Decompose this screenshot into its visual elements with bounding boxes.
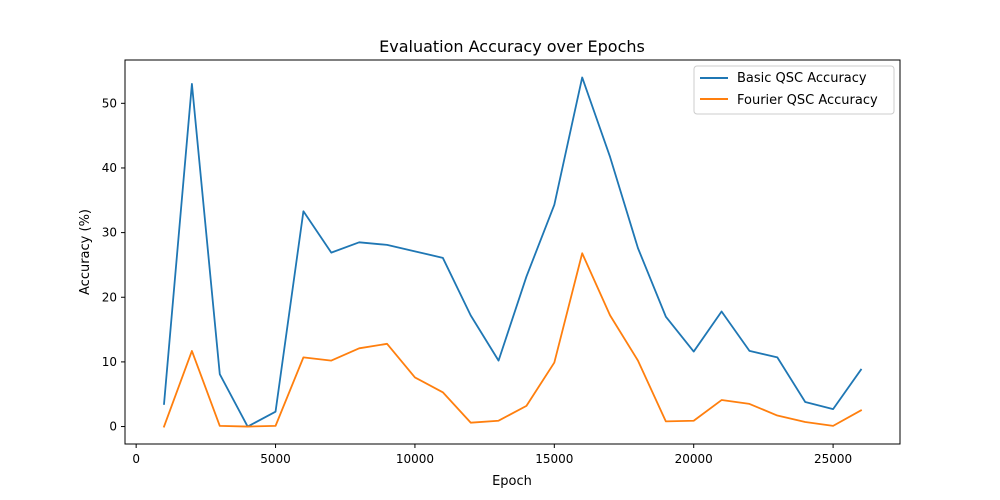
series-line-basic xyxy=(163,76,863,428)
x-tick-label: 25000 xyxy=(814,452,852,466)
x-tick-label: 15000 xyxy=(535,452,573,466)
x-axis: 0 5000 10000 15000 20000 25000 xyxy=(132,444,852,466)
legend-box xyxy=(693,65,895,115)
x-tick-label: 10000 xyxy=(396,452,434,466)
legend-label-fourier: Fourier QSC Accuracy xyxy=(737,93,878,108)
y-tick-label: 50 xyxy=(102,96,117,110)
x-axis-label: Epoch xyxy=(492,474,532,489)
y-tick-label: 30 xyxy=(102,226,117,240)
series-line-fourier xyxy=(162,252,863,428)
y-tick-label: 40 xyxy=(102,161,117,175)
x-tick-label: 0 xyxy=(132,452,140,466)
y-tick-label: 20 xyxy=(102,290,117,304)
series-lines xyxy=(162,76,863,428)
legend-label-basic: Basic QSC Accuracy xyxy=(737,71,867,86)
y-axis: 0 10 20 30 40 50 xyxy=(102,96,125,434)
legend: Basic QSC Accuracy Fourier QSC Accuracy xyxy=(693,65,895,115)
plot-frame xyxy=(124,59,901,445)
x-tick-label: 5000 xyxy=(260,452,291,466)
x-tick-label: 20000 xyxy=(675,452,713,466)
y-tick-label: 10 xyxy=(102,355,117,369)
y-axis-label: Accuracy (%) xyxy=(78,209,93,295)
y-tick-label: 0 xyxy=(109,420,117,434)
chart-title: Evaluation Accuracy over Epochs xyxy=(379,37,645,56)
